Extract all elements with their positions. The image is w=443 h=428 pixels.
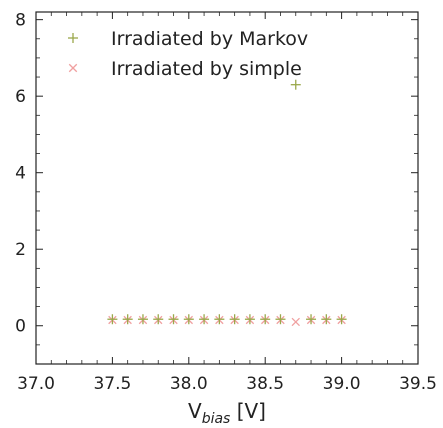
x-tick-label: 38.5 <box>246 374 284 394</box>
y-tick-label: 6 <box>15 87 26 107</box>
data-point-markov <box>229 314 240 325</box>
data-point-simple <box>291 317 300 327</box>
minor-ticks <box>36 12 418 365</box>
data-point-markov <box>122 314 133 325</box>
data-point-markov <box>137 314 148 325</box>
data-markers <box>107 79 347 327</box>
y-tick-label: 2 <box>15 240 26 260</box>
legend-label-markov: Irradiated by Markov <box>111 28 308 50</box>
y-tick-label: 4 <box>15 164 26 184</box>
legend-label-simple: Irradiated by simple <box>111 58 302 80</box>
data-point-markov <box>321 314 332 325</box>
plot-frame <box>35 11 419 365</box>
x-axis-label-unit: [V] <box>230 399 266 423</box>
data-point-markov <box>199 314 210 325</box>
data-point-markov <box>153 314 164 325</box>
data-point-markov <box>244 314 255 325</box>
legend-marker-simple-shape <box>68 63 78 73</box>
y-tick-label: 8 <box>15 11 26 31</box>
data-point-markov <box>275 314 286 325</box>
x-axis-label-subscript: bias <box>202 411 231 427</box>
legend-marker-markov <box>68 33 78 43</box>
x-axis: 37.0 37.5 38.0 38.5 39.0 39.5 <box>17 12 437 394</box>
data-point-markov <box>306 314 317 325</box>
x-axis-label-main: V <box>188 399 202 423</box>
x-tick-label: 39.5 <box>399 374 437 394</box>
data-point-markov <box>214 314 225 325</box>
data-point-markov <box>183 314 194 325</box>
legend: Irradiated by Markov Irradiated by simpl… <box>68 28 308 80</box>
legend-marker-markov-shape <box>68 33 78 43</box>
data-point-markov <box>168 314 179 325</box>
data-point-markov <box>260 314 271 325</box>
y-axis: 0 2 4 6 8 <box>15 11 418 337</box>
data-point-markov <box>290 79 301 90</box>
legend-marker-simple <box>68 63 78 73</box>
x-tick-label: 38.0 <box>170 374 208 394</box>
data-point-markov <box>107 314 118 325</box>
x-tick-label: 37.0 <box>17 374 55 394</box>
x-tick-label: 39.0 <box>323 374 361 394</box>
x-axis-label: Vbias [V] <box>188 399 266 427</box>
y-tick-label: 0 <box>15 317 26 337</box>
data-point-markov <box>336 314 347 325</box>
x-tick-label: 37.5 <box>93 374 131 394</box>
